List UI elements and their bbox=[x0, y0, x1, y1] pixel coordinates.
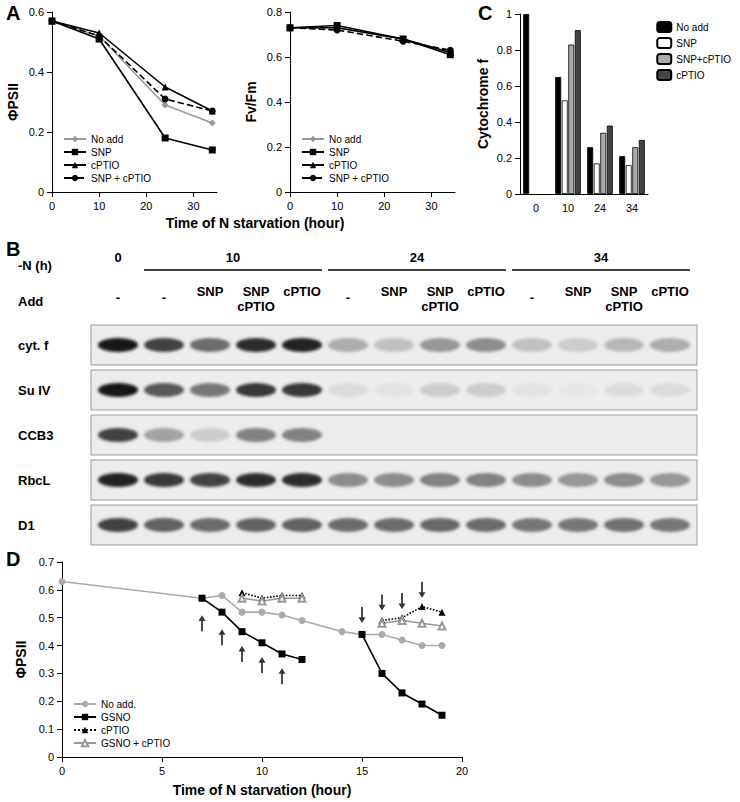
svg-text:SNP: SNP bbox=[197, 284, 224, 299]
svg-text:cPTIO: cPTIO bbox=[91, 160, 120, 171]
svg-text:Fv/Fm: Fv/Fm bbox=[243, 81, 259, 122]
svg-text:0: 0 bbox=[276, 186, 282, 198]
svg-text:GSNO: GSNO bbox=[101, 712, 131, 723]
svg-text:SNP + cPTIO: SNP + cPTIO bbox=[91, 173, 151, 184]
svg-text:-: - bbox=[162, 290, 166, 305]
svg-text:0.1: 0.1 bbox=[39, 723, 54, 735]
svg-text:RbcL: RbcL bbox=[18, 473, 51, 488]
svg-text:30: 30 bbox=[425, 200, 437, 212]
svg-text:30: 30 bbox=[187, 200, 199, 212]
html-text:A: A bbox=[6, 2, 21, 24]
svg-text:24: 24 bbox=[410, 250, 425, 265]
svg-text:15: 15 bbox=[356, 765, 368, 777]
svg-text:0.4: 0.4 bbox=[497, 116, 512, 128]
svg-text:-N (h): -N (h) bbox=[18, 258, 52, 273]
svg-text:20: 20 bbox=[378, 200, 390, 212]
svg-text:24: 24 bbox=[594, 202, 606, 214]
svg-text:Time of N starvation (hour): Time of N starvation (hour) bbox=[166, 215, 345, 231]
svg-text:SNP: SNP bbox=[329, 147, 350, 158]
svg-text:34: 34 bbox=[594, 250, 609, 265]
html-text:B: B bbox=[6, 238, 21, 260]
svg-text:10: 10 bbox=[331, 200, 343, 212]
svg-text:No add: No add bbox=[676, 22, 708, 33]
svg-text:SNP: SNP bbox=[91, 147, 112, 158]
svg-text:10: 10 bbox=[256, 765, 268, 777]
svg-text:0.4: 0.4 bbox=[267, 96, 282, 108]
svg-text:-: - bbox=[530, 290, 534, 305]
svg-text:SNP: SNP bbox=[243, 284, 270, 299]
svg-text:0.6: 0.6 bbox=[497, 80, 512, 92]
svg-text:ΦPSII: ΦPSII bbox=[5, 83, 21, 121]
svg-text:D1: D1 bbox=[18, 518, 35, 533]
svg-text:0: 0 bbox=[287, 200, 293, 212]
svg-text:cyt. f: cyt. f bbox=[18, 338, 49, 353]
svg-text:cPTIO: cPTIO bbox=[421, 299, 459, 314]
svg-text:0: 0 bbox=[49, 200, 55, 212]
svg-text:0.8: 0.8 bbox=[497, 44, 512, 56]
svg-text:0: 0 bbox=[506, 188, 512, 200]
svg-text:0.2: 0.2 bbox=[267, 141, 282, 153]
svg-text:GSNO + cPTIO: GSNO + cPTIO bbox=[101, 738, 170, 749]
svg-text:No add: No add bbox=[91, 134, 123, 145]
svg-text:0.5: 0.5 bbox=[39, 612, 54, 624]
svg-text:10: 10 bbox=[93, 200, 105, 212]
svg-text:0.6: 0.6 bbox=[29, 6, 44, 18]
svg-text:-: - bbox=[116, 290, 120, 305]
svg-text:cPTIO: cPTIO bbox=[676, 70, 705, 81]
svg-text:SNP: SNP bbox=[427, 284, 454, 299]
svg-text:Cytochrome f: Cytochrome f bbox=[475, 59, 491, 150]
svg-text:SNP+cPTIO: SNP+cPTIO bbox=[676, 54, 731, 65]
svg-text:0.2: 0.2 bbox=[39, 695, 54, 707]
svg-text:Add: Add bbox=[18, 294, 43, 309]
svg-text:SNP: SNP bbox=[381, 284, 408, 299]
svg-text:0.3: 0.3 bbox=[39, 667, 54, 679]
svg-text:0.8: 0.8 bbox=[267, 6, 282, 18]
svg-text:10: 10 bbox=[226, 250, 240, 265]
svg-text:cPTIO: cPTIO bbox=[605, 299, 643, 314]
svg-text:34: 34 bbox=[626, 202, 638, 214]
svg-text:10: 10 bbox=[562, 202, 574, 214]
svg-text:20: 20 bbox=[140, 200, 152, 212]
svg-text:0: 0 bbox=[38, 186, 44, 198]
svg-text:0.4: 0.4 bbox=[39, 640, 54, 652]
svg-text:SNP + cPTIO: SNP + cPTIO bbox=[329, 173, 389, 184]
svg-text:SNP: SNP bbox=[611, 284, 638, 299]
svg-text:ΦPSII: ΦPSII bbox=[13, 641, 29, 679]
svg-text:0.2: 0.2 bbox=[29, 126, 44, 138]
svg-text:No add: No add bbox=[329, 134, 361, 145]
svg-text:No add.: No add. bbox=[101, 699, 136, 710]
svg-text:20: 20 bbox=[456, 765, 468, 777]
svg-text:SNP: SNP bbox=[676, 38, 697, 49]
svg-text:cPTIO: cPTIO bbox=[651, 284, 689, 299]
svg-text:0: 0 bbox=[533, 202, 539, 214]
svg-text:cPTIO: cPTIO bbox=[283, 284, 321, 299]
svg-text:1: 1 bbox=[506, 8, 512, 20]
svg-text:Time of N starvation (hour): Time of N starvation (hour) bbox=[173, 782, 352, 798]
svg-text:SNP: SNP bbox=[565, 284, 592, 299]
svg-text:-: - bbox=[346, 290, 350, 305]
svg-text:0: 0 bbox=[48, 751, 54, 763]
svg-text:Su IV: Su IV bbox=[18, 383, 51, 398]
svg-text:CCB3: CCB3 bbox=[18, 428, 53, 443]
svg-text:0.7: 0.7 bbox=[39, 556, 54, 568]
html-text:C: C bbox=[478, 2, 493, 24]
svg-text:5: 5 bbox=[159, 765, 165, 777]
svg-text:cPTIO: cPTIO bbox=[467, 284, 505, 299]
svg-text:0: 0 bbox=[59, 765, 65, 777]
svg-text:cPTIO: cPTIO bbox=[329, 160, 358, 171]
html-text:D: D bbox=[6, 548, 21, 570]
svg-text:cPTIO: cPTIO bbox=[101, 725, 130, 736]
svg-text:0.6: 0.6 bbox=[267, 51, 282, 63]
svg-text:0: 0 bbox=[114, 250, 121, 265]
svg-text:0.2: 0.2 bbox=[497, 152, 512, 164]
svg-text:cPTIO: cPTIO bbox=[237, 299, 275, 314]
svg-text:0.4: 0.4 bbox=[29, 66, 44, 78]
svg-text:0.6: 0.6 bbox=[39, 584, 54, 596]
